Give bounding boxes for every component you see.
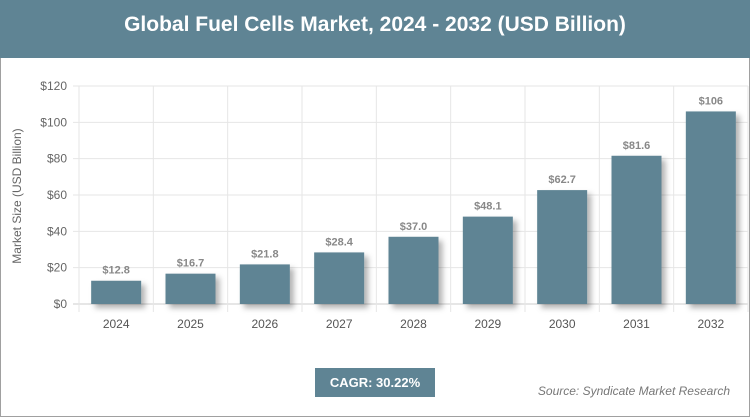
data-label: $16.7 xyxy=(177,258,205,270)
x-tick-label: 2029 xyxy=(474,317,501,331)
x-tick-label: 2026 xyxy=(251,317,278,331)
y-tick-label: $80 xyxy=(47,152,67,166)
y-tick-label: $0 xyxy=(54,297,68,311)
data-label: $106 xyxy=(699,95,723,107)
x-tick-label: 2032 xyxy=(697,317,724,331)
y-tick-label: $20 xyxy=(47,261,67,275)
x-tick-label: 2027 xyxy=(326,317,353,331)
source-note: Source: Syndicate Market Research xyxy=(537,384,730,398)
y-tick-label: $100 xyxy=(40,115,67,129)
data-label: $28.4 xyxy=(325,236,353,248)
x-tick-label: 2025 xyxy=(177,317,204,331)
bar-2028 xyxy=(388,236,439,304)
y-tick-label: $40 xyxy=(47,224,67,238)
data-label: $21.8 xyxy=(251,248,279,260)
x-tick-label: 2028 xyxy=(400,317,427,331)
x-tick-label: 2031 xyxy=(623,317,650,331)
x-tick-label: 2024 xyxy=(103,317,130,331)
y-tick-label: $60 xyxy=(47,188,67,202)
bar-2030 xyxy=(537,190,588,304)
bar-2027 xyxy=(314,252,365,304)
bar-2025 xyxy=(165,273,216,304)
bar-2024 xyxy=(91,280,142,304)
y-tick-label: $120 xyxy=(40,79,67,93)
data-label: $48.1 xyxy=(474,201,502,213)
data-label: $62.7 xyxy=(548,174,576,186)
x-tick-label: 2030 xyxy=(549,317,576,331)
data-label: $81.6 xyxy=(623,140,651,152)
bar-2031 xyxy=(611,155,662,304)
chart-title: Global Fuel Cells Market, 2024 - 2032 (U… xyxy=(0,0,750,58)
data-label: $37.0 xyxy=(400,221,428,233)
bar-2026 xyxy=(239,264,290,304)
data-label: $12.8 xyxy=(102,265,130,277)
cagr-badge: CAGR: 30.22% xyxy=(315,368,435,397)
bar-2029 xyxy=(462,216,513,304)
bar-2032 xyxy=(685,111,736,304)
y-axis-label: Market Size (USD Billion) xyxy=(10,128,24,263)
